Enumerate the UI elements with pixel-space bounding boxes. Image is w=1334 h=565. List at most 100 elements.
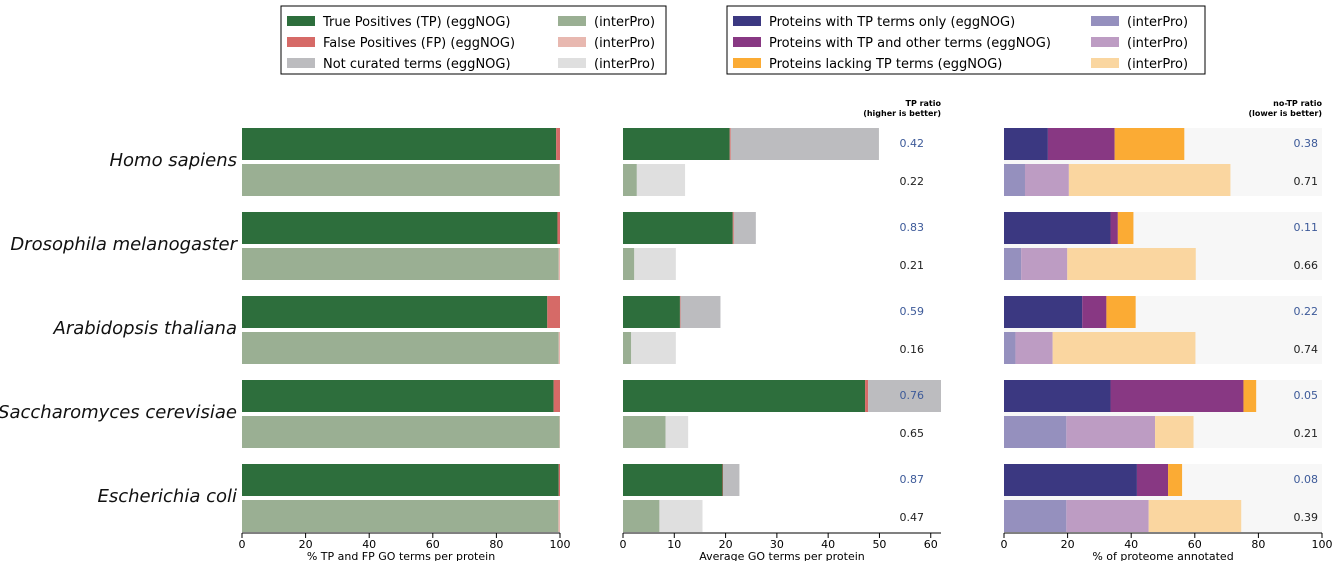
legend-swatch [733, 37, 761, 47]
bar-homo-sapiens-interpro-true-positives-tp [242, 164, 560, 196]
bar-escherichia-coli-interpro-true-positives-tp [623, 500, 659, 532]
legend-swatch [733, 16, 761, 26]
ratio-value-interpro-arabidopsis-thaliana: 0.16 [900, 343, 925, 356]
bar-saccharomyces-cerevisiae-interpro-proteins-with-tp-terms-only [1004, 416, 1066, 448]
species-label-drosophila-melanogaster: Drosophila melanogaster [10, 234, 238, 255]
legend-label: False Positives (FP) (eggNOG) [323, 36, 515, 51]
bar-escherichia-coli-interpro-proteins-lacking-tp-terms [1149, 500, 1242, 532]
bar-saccharomyces-cerevisiae-eggnog-true-positives-tp [242, 380, 554, 412]
bar-escherichia-coli-eggnog-false-positives-fp [559, 464, 560, 496]
ratio-value-interpro-arabidopsis-thaliana: 0.74 [1294, 343, 1319, 356]
bar-saccharomyces-cerevisiae-interpro-true-positives-tp [623, 416, 666, 448]
bar-escherichia-coli-interpro-proteins-with-tp-terms-only [1004, 500, 1066, 532]
ratio-value-eggnog-escherichia-coli: 0.08 [1294, 473, 1319, 486]
x-tick-label: 0 [1001, 538, 1008, 551]
ratio-value-interpro-saccharomyces-cerevisiae: 0.65 [900, 427, 925, 440]
legend-swatch [1091, 58, 1119, 68]
bar-saccharomyces-cerevisiae-eggnog-false-positives-fp [865, 380, 868, 412]
x-axis-label: % TP and FP GO terms per protein [307, 550, 495, 561]
bar-arabidopsis-thaliana-interpro-proteins-lacking-tp-terms [1053, 332, 1196, 364]
x-tick-label: 0 [239, 538, 246, 551]
ratio-value-interpro-homo-sapiens: 0.71 [1294, 175, 1319, 188]
legend-label: (interPro) [594, 36, 655, 51]
ratio-value-eggnog-saccharomyces-cerevisiae: 0.76 [900, 389, 925, 402]
bar-drosophila-melanogaster-eggnog-not-curated-terms [734, 212, 756, 244]
x-tick-label: 60 [924, 538, 938, 551]
x-tick-label: 0 [620, 538, 627, 551]
bar-homo-sapiens-eggnog-not-curated-terms [731, 128, 879, 160]
ratio-value-eggnog-arabidopsis-thaliana: 0.59 [900, 305, 925, 318]
bar-arabidopsis-thaliana-eggnog-proteins-with-tp-and-other-terms [1082, 296, 1106, 328]
bar-saccharomyces-cerevisiae-eggnog-false-positives-fp [554, 380, 560, 412]
bar-escherichia-coli-interpro-true-positives-tp [242, 500, 558, 532]
x-axis-label: % of proteome annotated [1092, 550, 1233, 561]
bar-arabidopsis-thaliana-interpro-true-positives-tp [242, 332, 559, 364]
bar-drosophila-melanogaster-eggnog-proteins-lacking-tp-terms [1118, 212, 1134, 244]
bar-arabidopsis-thaliana-interpro-false-positives-fp [559, 332, 560, 364]
ratio-value-eggnog-saccharomyces-cerevisiae: 0.05 [1294, 389, 1319, 402]
bar-homo-sapiens-eggnog-false-positives-fp [730, 128, 731, 160]
bar-homo-sapiens-interpro-proteins-with-tp-terms-only [1004, 164, 1025, 196]
bar-saccharomyces-cerevisiae-eggnog-proteins-with-tp-and-other-terms [1111, 380, 1244, 412]
bar-escherichia-coli-eggnog-true-positives-tp [242, 464, 559, 496]
bar-homo-sapiens-eggnog-proteins-with-tp-and-other-terms [1048, 128, 1115, 160]
bar-arabidopsis-thaliana-eggnog-proteins-lacking-tp-terms [1106, 296, 1135, 328]
ratio-value-eggnog-drosophila-melanogaster: 0.83 [900, 221, 925, 234]
bar-escherichia-coli-eggnog-proteins-with-tp-and-other-terms [1137, 464, 1168, 496]
bar-drosophila-melanogaster-interpro-proteins-with-tp-and-other-terms [1021, 248, 1067, 280]
bar-homo-sapiens-eggnog-false-positives-fp [556, 128, 560, 160]
legend-layer: True Positives (TP) (eggNOG)(interPro)Fa… [281, 6, 1205, 74]
bar-arabidopsis-thaliana-eggnog-true-positives-tp [623, 296, 680, 328]
bar-arabidopsis-thaliana-interpro-proteins-with-tp-and-other-terms [1015, 332, 1052, 364]
bar-homo-sapiens-interpro-proteins-lacking-tp-terms [1069, 164, 1231, 196]
bar-drosophila-melanogaster-eggnog-false-positives-fp [557, 212, 560, 244]
bar-arabidopsis-thaliana-eggnog-proteins-with-tp-terms-only [1004, 296, 1082, 328]
legend-2: Proteins with TP terms only (eggNOG)(int… [727, 6, 1205, 74]
bar-homo-sapiens-interpro-proteins-with-tp-and-other-terms [1025, 164, 1069, 196]
x-tick-label: 10 [667, 538, 681, 551]
bar-escherichia-coli-eggnog-proteins-lacking-tp-terms [1168, 464, 1182, 496]
x-axis-label: Average GO terms per protein [699, 550, 865, 561]
bar-arabidopsis-thaliana-eggnog-false-positives-fp [680, 296, 681, 328]
legend-label: Proteins with TP and other terms (eggNOG… [769, 36, 1051, 51]
legend-swatch [558, 58, 586, 68]
bar-escherichia-coli-eggnog-false-positives-fp [723, 464, 724, 496]
bar-homo-sapiens-eggnog-true-positives-tp [242, 128, 556, 160]
panel-3: 0.380.710.110.660.220.740.050.210.080.39… [1004, 99, 1322, 532]
bar-saccharomyces-cerevisiae-interpro-not-curated-terms [666, 416, 689, 448]
legend-label: Proteins lacking TP terms (eggNOG) [769, 57, 1002, 72]
legend-label: Not curated terms (eggNOG) [323, 57, 511, 72]
ratio-value-interpro-saccharomyces-cerevisiae: 0.21 [1294, 427, 1319, 440]
bar-drosophila-melanogaster-interpro-true-positives-tp [242, 248, 559, 280]
legend-label: (interPro) [1127, 36, 1188, 51]
bar-drosophila-melanogaster-interpro-proteins-with-tp-terms-only [1004, 248, 1021, 280]
legend-swatch [1091, 16, 1119, 26]
bar-escherichia-coli-eggnog-proteins-with-tp-terms-only [1004, 464, 1137, 496]
bar-drosophila-melanogaster-interpro-true-positives-tp [623, 248, 634, 280]
bar-arabidopsis-thaliana-eggnog-false-positives-fp [547, 296, 560, 328]
bar-saccharomyces-cerevisiae-interpro-proteins-with-tp-and-other-terms [1066, 416, 1155, 448]
bar-escherichia-coli-eggnog-not-curated-terms [723, 464, 739, 496]
x-tick-label: 100 [550, 538, 571, 551]
species-label-escherichia-coli: Escherichia coli [98, 486, 238, 507]
ratio-value-eggnog-homo-sapiens: 0.42 [900, 137, 925, 150]
bar-drosophila-melanogaster-eggnog-proteins-with-tp-terms-only [1004, 212, 1111, 244]
bar-drosophila-melanogaster-interpro-proteins-lacking-tp-terms [1067, 248, 1195, 280]
ratio-header-title: TP ratio [905, 99, 941, 108]
species-label-homo-sapiens: Homo sapiens [109, 150, 237, 171]
ratio-value-eggnog-escherichia-coli: 0.87 [900, 473, 925, 486]
bar-homo-sapiens-interpro-not-curated-terms [637, 164, 685, 196]
x-tick-label: 80 [1251, 538, 1265, 551]
bar-saccharomyces-cerevisiae-eggnog-proteins-lacking-tp-terms [1243, 380, 1256, 412]
ratio-value-interpro-drosophila-melanogaster: 0.66 [1294, 259, 1319, 272]
ratio-value-eggnog-homo-sapiens: 0.38 [1294, 137, 1319, 150]
bar-escherichia-coli-interpro-not-curated-terms [659, 500, 702, 532]
bar-drosophila-melanogaster-eggnog-proteins-with-tp-and-other-terms [1111, 212, 1118, 244]
bar-saccharomyces-cerevisiae-interpro-true-positives-tp [242, 416, 560, 448]
bar-homo-sapiens-eggnog-proteins-with-tp-terms-only [1004, 128, 1048, 160]
